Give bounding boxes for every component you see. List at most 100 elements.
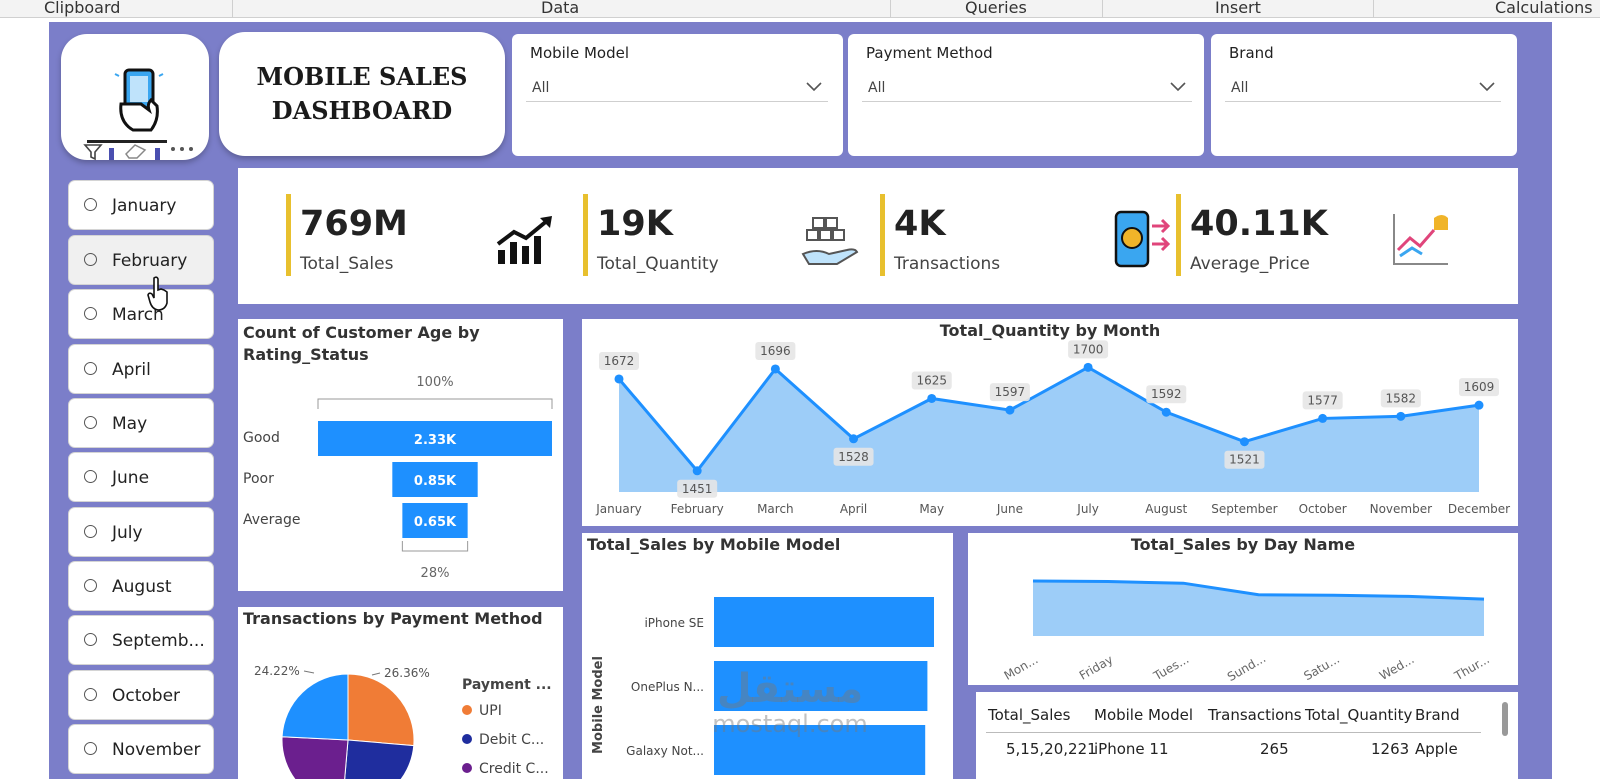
radio-button[interactable] [84,198,97,211]
table-cell: iPhone 11 [1094,740,1169,758]
slicer-label: Payment Method [866,44,993,62]
quantity-month-tick: April [840,502,867,516]
month-option-october[interactable]: October [68,670,214,720]
radio-button[interactable] [84,307,97,320]
quantity-month-tick: June [996,502,1023,516]
month-option-september[interactable]: Septemb... [68,615,214,665]
day-area [1033,581,1484,636]
visual-title: Count of Customer Age by Rating_Status [243,323,480,364]
funnel-bottom-label: 28% [421,566,450,581]
radio-button[interactable] [84,362,97,375]
column-header[interactable]: Brand [1415,706,1460,724]
radio-button[interactable] [84,416,97,429]
ribbon-group-calculations[interactable]: Calculations [1495,0,1593,17]
sales-by-model-visual: Total_Sales by Mobile Model Mobile Model… [582,533,953,779]
month-option-august[interactable]: August [68,561,214,611]
quantity-label-bg [1146,385,1187,404]
month-label: March [112,305,164,325]
day-tick-label: Thur... [1451,652,1492,684]
price-trend-icon [1393,214,1448,265]
ribbon-divider [1102,0,1103,18]
month-option-april[interactable]: April [68,344,214,394]
ribbon-group-clipboard[interactable]: Clipboard [44,0,121,17]
more-options-icon[interactable] [169,144,197,154]
radio-button[interactable] [84,688,97,701]
column-header[interactable]: Mobile Model [1094,706,1194,724]
month-option-july[interactable]: July [68,507,214,557]
dropdown-value: All [532,80,550,96]
quantity-data-label: 1625 [916,373,947,387]
kpi-name: Total_Quantity [597,254,719,274]
payment-pie-chart: 26.36% 24.22% Payment ... UPI Debit C... Cred… [254,664,552,779]
column-header[interactable]: Transactions [1208,706,1302,724]
brand-dropdown[interactable]: All [1225,74,1501,102]
funnel-value-label: 0.65K [414,515,457,530]
radio-button[interactable] [84,525,97,538]
month-option-february[interactable]: February [68,235,214,285]
day-tick-label: Tues... [1150,652,1191,684]
quantity-label-bg [1224,450,1265,469]
ribbon-group-queries[interactable]: Queries [965,0,1027,17]
pie-slice [344,739,415,779]
month-option-january[interactable]: January [68,180,214,230]
eraser-icon[interactable] [123,142,149,160]
pie-legend-marker [462,734,472,744]
model-bar [714,661,928,711]
quantity-month-tick: May [919,502,944,516]
quantity-data-label: 1521 [1229,453,1260,467]
quantity-data-label: 1451 [682,482,713,496]
quantity-month-tick: December [1448,502,1510,516]
kpi-value: 769M [300,204,408,244]
quantity-month-tick: October [1299,502,1347,516]
chevron-down-icon [1170,82,1186,92]
quantity-label-bg [1380,389,1421,408]
quantity-month-tick: February [671,502,724,516]
quantity-month-tick: November [1370,502,1432,516]
ribbon-group-data[interactable]: Data [541,0,580,17]
quantity-label-bg [1068,340,1109,359]
table-scrollbar[interactable] [1502,702,1508,736]
radio-button[interactable] [84,253,97,266]
mobile-model-dropdown[interactable]: All [526,74,828,102]
watermark-arabic: مستقل [716,666,864,712]
radio-button[interactable] [84,742,97,755]
kpi-accent-bar [583,194,588,276]
month-option-may[interactable]: May [68,398,214,448]
day-tick-label: Wed... [1377,652,1417,683]
quantity-month-tick: January [595,502,642,516]
quantity-point [1396,411,1406,421]
radio-button[interactable] [84,579,97,592]
month-label: June [112,468,150,488]
column-header[interactable]: Total_Sales [988,706,1071,724]
ribbon-group-insert[interactable]: Insert [1215,0,1261,17]
month-option-november[interactable]: November [68,724,214,774]
column-header[interactable]: Total_Quantity [1305,706,1413,724]
quantity-point [770,364,780,374]
dropdown-value: All [1231,80,1249,96]
funnel-value-label: 0.85K [414,474,457,489]
kpi-name: Transactions [894,254,1001,274]
funnel-chart: 100% Good 2.33K Poor 0.85K Average 0.65K 28% [243,375,553,581]
filter-icon[interactable] [83,142,103,162]
quantity-data-label: 1582 [1386,391,1417,405]
kpi-total-sales: 769M Total_Sales [286,194,566,276]
kpi-value: 19K [597,204,673,244]
day-tick-label: Friday [1077,652,1116,682]
visual-title: Transactions by Payment Method [243,609,543,628]
radio-button[interactable] [84,470,97,483]
day-area-chart: Mon... Friday Tues... Sund... Satu... Wed... T… [1002,579,1492,684]
month-label: November [112,740,201,760]
slicer-mobile-model: Mobile Model All [512,34,843,156]
dashboard-title-card: MOBILE SALES DASHBOARD [219,32,505,156]
payment-method-dropdown[interactable]: All [862,74,1192,102]
month-label: May [112,414,148,434]
month-option-june[interactable]: June [68,452,214,502]
model-bar-chart: Mobile Model iPhone SE OnePlus N... Galaxy … [591,597,934,775]
radio-button[interactable] [84,633,97,646]
pie-label-leader [303,670,315,674]
quantity-data-label: 1700 [1073,342,1104,356]
month-option-march[interactable]: March [68,289,214,339]
quantity-point [1318,413,1328,423]
day-tick-label: Satu... [1301,652,1342,683]
visual-header-toolbar [83,140,213,162]
